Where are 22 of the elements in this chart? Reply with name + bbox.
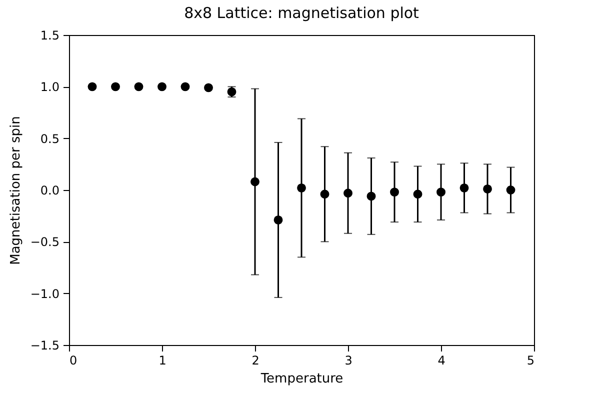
point [180,82,190,92]
point [134,82,144,92]
x-tick-label: 2 [252,354,260,368]
x-tick-label: 5 [526,354,534,368]
y-tick-label: 1.5 [40,28,60,42]
x-tick-label: 3 [344,354,352,368]
x-tick-label: 4 [438,354,446,368]
y-tick-label: −0.5 [30,235,60,250]
y-tick-label: 0.5 [40,132,60,146]
x-tick-label: 0 [70,354,78,368]
y-tick-label: −1.0 [30,286,60,301]
point [158,82,166,92]
x-axis-title: Temperature [260,372,344,386]
y-tick-label: 0.0 [40,184,60,198]
chart-title: 8x8 Lattice: magnetisation plot [184,4,420,22]
point [111,82,120,92]
point [88,82,97,92]
point [204,83,213,92]
y-tick-label: 1.0 [40,80,60,94]
y-tick-label: −1.5 [30,338,60,352]
y-axis-title: Magnetisation per spin [8,116,24,265]
x-tick-label: 1 [158,354,166,368]
